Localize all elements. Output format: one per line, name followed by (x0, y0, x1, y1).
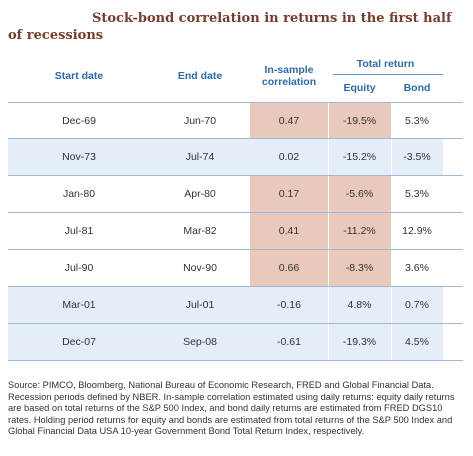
correlation-cell: 0.02 (250, 139, 328, 175)
end-date-cell: Jul-74 (150, 139, 250, 175)
end-date-cell: Nov-90 (183, 262, 217, 274)
header-bond: Bond (403, 82, 431, 94)
correlation-cell: -0.16 (250, 287, 328, 323)
end-date-cell: Jun-70 (183, 114, 217, 127)
total-return-rule (333, 74, 443, 75)
column-divider (328, 139, 329, 175)
bond-cell: 4.5% (391, 324, 443, 360)
start-date-cell: Nov-73 (8, 139, 150, 175)
equity-cell: 4.8% (328, 287, 391, 323)
end-date-cell: Sep-08 (150, 324, 250, 360)
bond-cell: -3.5% (391, 139, 443, 175)
equity-cell: -8.3% (328, 250, 391, 286)
equity-cell: -5.6% (328, 176, 391, 212)
table-row: Jan-80 Apr-80 0.17 -5.6% 5.3% (8, 176, 463, 213)
correlation-cell: 0.47 (250, 103, 328, 138)
table-row: Dec-07 Sep-08 -0.61 -19.3% 4.5% (8, 324, 463, 361)
header-start-date: Start date (54, 70, 104, 82)
header-end-date: End date (177, 70, 223, 82)
column-divider (328, 103, 329, 138)
column-divider (391, 324, 392, 360)
equity-cell: -15.2% (328, 139, 391, 175)
column-divider (328, 287, 329, 323)
column-divider (391, 176, 392, 212)
header-equity: Equity (343, 82, 376, 94)
table-row: Jul-90 Nov-90 0.66 -8.3% 3.6% (8, 250, 463, 287)
column-divider (391, 213, 392, 249)
correlation-cell: 0.41 (250, 213, 328, 249)
bond-cell: 3.6% (405, 262, 429, 274)
start-date-cell: Dec-07 (8, 324, 150, 360)
start-date-cell: Jul-90 (64, 262, 94, 274)
table-row: Mar-01 Jul-01 -0.16 4.8% 0.7% (8, 287, 463, 324)
column-divider (328, 213, 329, 249)
table-row: Jul-81 Mar-82 0.41 -11.2% 12.9% (8, 213, 463, 250)
start-date-cell: Mar-01 (8, 287, 150, 323)
column-divider (328, 176, 329, 212)
data-table: Dec-69 Jun-70 0.47 -19.5% 5.3% Nov-73 Jul-74 0.… (8, 102, 463, 361)
header-correlation: In-sample correlation (261, 64, 317, 88)
bond-cell: 5.3% (405, 188, 429, 200)
column-divider (391, 103, 392, 138)
table-title: Stock-bond correlation in returns in the… (8, 11, 452, 43)
bond-cell: 12.9% (402, 225, 432, 237)
end-date-cell: Apr-80 (184, 188, 216, 200)
table-row: Dec-69 Jun-70 0.47 -19.5% 5.3% (8, 102, 463, 139)
end-date-cell: Jul-01 (150, 287, 250, 323)
column-divider (391, 139, 392, 175)
start-date-cell: Dec-69 (62, 114, 96, 127)
start-date-cell: Jul-81 (64, 225, 94, 237)
correlation-cell: 0.66 (250, 250, 328, 286)
bond-cell: 5.3% (405, 114, 429, 127)
correlation-cell: -0.61 (250, 324, 328, 360)
column-divider (328, 324, 329, 360)
table-row: Nov-73 Jul-74 0.02 -15.2% -3.5% (8, 139, 463, 176)
equity-cell: -11.2% (328, 213, 391, 249)
header-total-return: Total return (356, 58, 415, 70)
bond-cell: 0.7% (391, 287, 443, 323)
equity-cell: -19.5% (328, 103, 391, 138)
end-date-cell: Mar-82 (183, 225, 217, 237)
equity-cell: -19.3% (328, 324, 391, 360)
start-date-cell: Jan-80 (62, 188, 96, 200)
correlation-cell: 0.17 (250, 176, 328, 212)
source-note: Source: PIMCO, Bloomberg, National Burea… (8, 380, 455, 437)
column-divider (391, 287, 392, 323)
column-divider (328, 250, 329, 286)
column-divider (391, 250, 392, 286)
